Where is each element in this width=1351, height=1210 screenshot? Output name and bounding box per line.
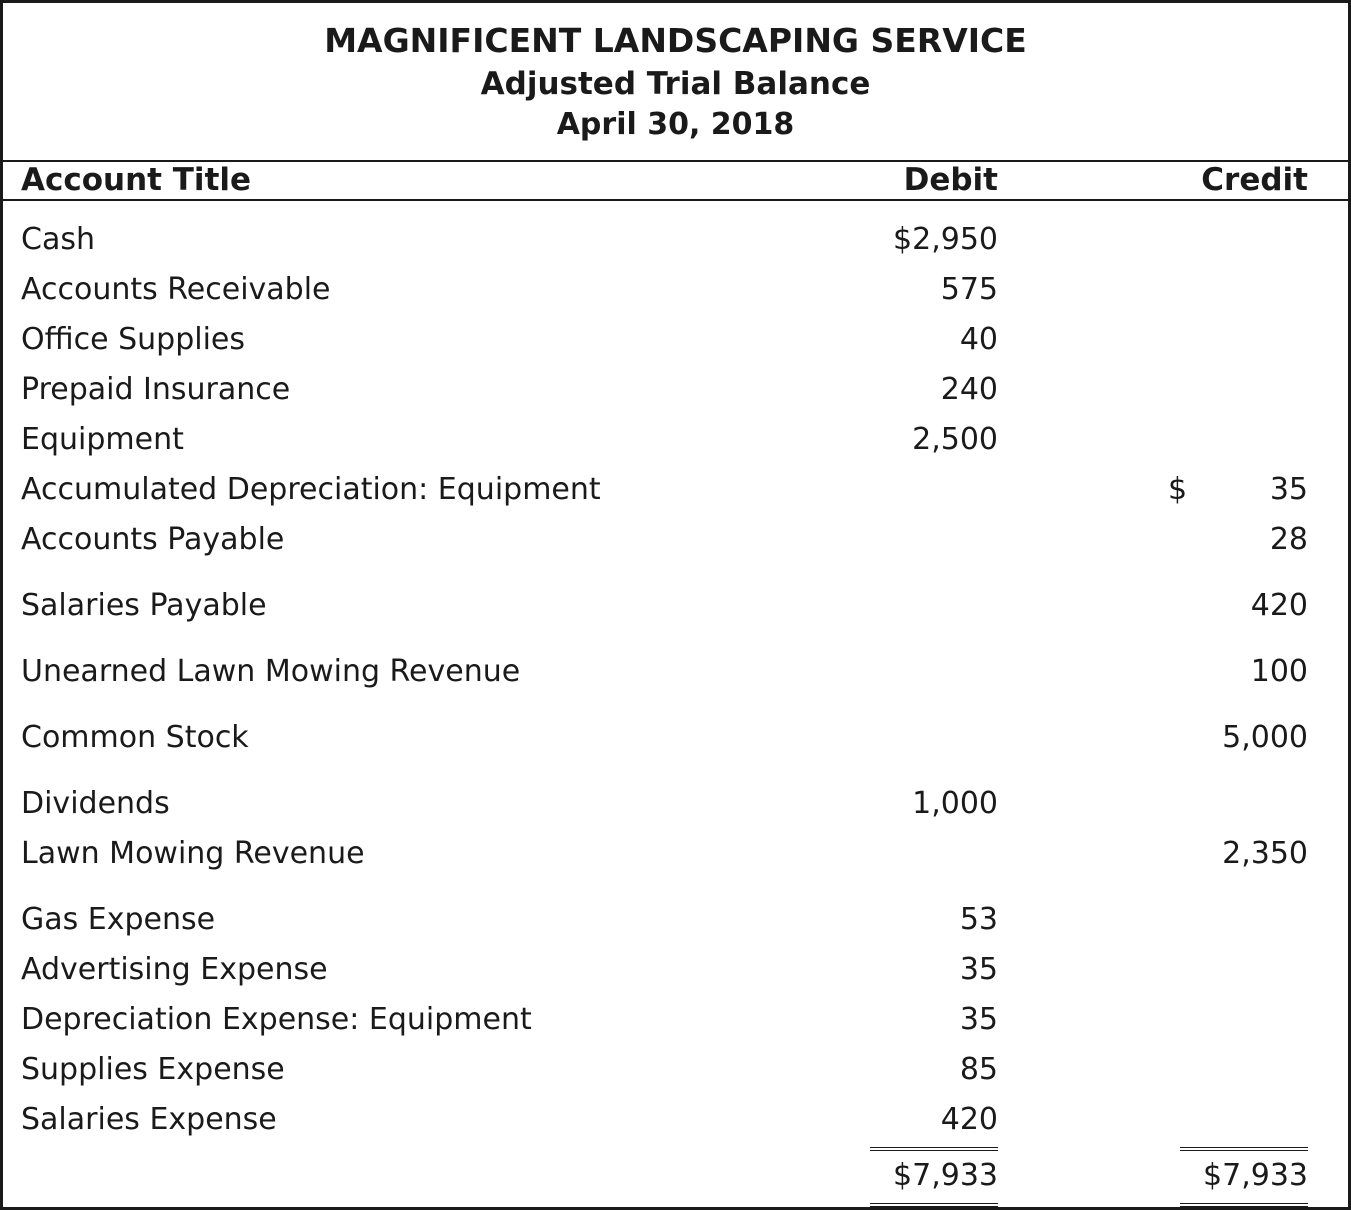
table-row: Office Supplies 40	[3, 315, 1348, 365]
company-name: MAGNIFICENT LANDSCAPING SERVICE	[324, 21, 1027, 60]
debit-cell	[848, 829, 998, 895]
debit-cell	[848, 465, 998, 515]
debit-cell: 53	[959, 902, 998, 937]
report-title: Adjusted Trial Balance	[480, 65, 871, 102]
account-title-cell: Common Stock	[21, 720, 249, 755]
credit-cell	[998, 945, 1308, 995]
table-row: Supplies Expense 85	[3, 1045, 1348, 1095]
table-row: Lawn Mowing Revenue 2,350	[3, 829, 1348, 895]
credit-total: $7,933	[1180, 1147, 1308, 1207]
credit-value: 35	[1269, 472, 1308, 507]
account-title-cell: Salaries Payable	[21, 588, 267, 623]
column-header-debit: Debit	[903, 162, 998, 199]
credit-cell	[998, 415, 1308, 465]
table-row: Dividends 1,000	[3, 779, 1348, 829]
credit-cell	[998, 995, 1308, 1045]
debit-cell	[848, 581, 998, 647]
debit-cell: 35	[959, 952, 998, 987]
debit-cell: 40	[959, 322, 998, 357]
table-row: Unearned Lawn Mowing Revenue 100	[3, 647, 1348, 713]
account-title-cell: Accumulated Depreciation: Equipment	[21, 472, 601, 507]
credit-amount-wrap: 5,000	[1222, 713, 1308, 763]
debit-cell: 240	[940, 372, 998, 407]
account-title-cell: Depreciation Expense: Equipment	[21, 1002, 532, 1037]
account-title-cell: Office Supplies	[21, 322, 246, 357]
table-row: Common Stock 5,000	[3, 713, 1348, 779]
report-date: April 30, 2018	[556, 107, 795, 143]
credit-amount-wrap: 2,350	[1222, 829, 1308, 879]
credit-cell: $ 35	[998, 465, 1308, 515]
credit-amount-wrap: 100	[1251, 647, 1308, 697]
account-title-cell: Accounts Receivable	[21, 272, 331, 307]
table-row: Advertising Expense 35	[3, 945, 1348, 995]
debit-cell: $2,950	[893, 222, 998, 257]
credit-amount-wrap: $ 35	[1168, 465, 1308, 515]
credit-total-cell: $7,933	[998, 1147, 1308, 1207]
table-row: Cash $2,950	[3, 215, 1348, 265]
report-header: MAGNIFICENT LANDSCAPING SERVICE Adjusted…	[3, 3, 1348, 162]
table-row: Accumulated Depreciation: Equipment $ 35	[3, 465, 1348, 515]
credit-cell: 420	[998, 581, 1308, 647]
debit-cell: 420	[940, 1102, 998, 1137]
debit-cell: 85	[959, 1052, 998, 1087]
column-header-account: Account Title	[21, 162, 252, 199]
credit-amount-wrap: 420	[1251, 581, 1308, 631]
column-header-credit: Credit	[1201, 162, 1308, 199]
debit-cell	[848, 647, 998, 713]
table-row: Salaries Expense 420	[3, 1095, 1348, 1145]
account-title-cell: Lawn Mowing Revenue	[21, 836, 365, 871]
debit-cell: 2,500	[912, 422, 998, 457]
table-row: Prepaid Insurance 240	[3, 365, 1348, 415]
table-row: Accounts Payable 28	[3, 515, 1348, 581]
totals-row: $7,933 $7,933	[3, 1147, 1348, 1207]
column-header-row: Account Title Debit Credit	[3, 162, 1348, 201]
account-title-cell: Equipment	[21, 422, 184, 457]
credit-value: 420	[1250, 588, 1308, 623]
debit-cell: 575	[940, 272, 998, 307]
debit-cell	[848, 713, 998, 779]
account-title-cell: Advertising Expense	[21, 952, 328, 987]
account-title-cell: Dividends	[21, 786, 170, 821]
credit-value: 2,350	[1222, 836, 1308, 871]
debit-cell: 1,000	[912, 786, 998, 821]
credit-cell: 2,350	[998, 829, 1308, 895]
credit-cell	[998, 265, 1308, 315]
table-body: Cash $2,950 Accounts Receivable 575 Offi…	[3, 201, 1348, 1145]
debit-cell	[848, 515, 998, 581]
debit-total: $7,933	[870, 1147, 998, 1207]
credit-cell: 5,000	[998, 713, 1308, 779]
account-title-cell: Salaries Expense	[21, 1102, 277, 1137]
account-title-cell: Accounts Payable	[21, 522, 285, 557]
account-title-cell: Prepaid Insurance	[21, 372, 291, 407]
credit-value: 5,000	[1222, 720, 1308, 755]
account-title-cell: Gas Expense	[21, 902, 216, 937]
table-row: Depreciation Expense: Equipment 35	[3, 995, 1348, 1045]
credit-cell	[998, 1045, 1308, 1095]
credit-cell	[998, 1095, 1308, 1145]
account-title-cell: Unearned Lawn Mowing Revenue	[21, 654, 521, 689]
account-title-cell: Supplies Expense	[21, 1052, 285, 1087]
credit-value: 28	[1269, 522, 1308, 557]
credit-amount-wrap: 28	[1270, 515, 1308, 565]
debit-cell: 35	[959, 1002, 998, 1037]
table-row: Equipment 2,500	[3, 415, 1348, 465]
account-title-cell: Cash	[21, 222, 95, 257]
credit-cell	[998, 365, 1308, 415]
totals-empty-cell	[21, 1147, 848, 1207]
debit-total-cell: $7,933	[848, 1147, 998, 1207]
table-row: Gas Expense 53	[3, 895, 1348, 945]
credit-cell: 28	[998, 515, 1308, 581]
credit-cell	[998, 779, 1308, 829]
dollar-sign: $	[1168, 472, 1188, 507]
table-row: Accounts Receivable 575	[3, 265, 1348, 315]
credit-cell: 100	[998, 647, 1308, 713]
credit-cell	[998, 315, 1308, 365]
credit-cell	[998, 215, 1308, 265]
credit-cell	[998, 895, 1308, 945]
table-row: Salaries Payable 420	[3, 581, 1348, 647]
credit-value: 100	[1250, 654, 1308, 689]
